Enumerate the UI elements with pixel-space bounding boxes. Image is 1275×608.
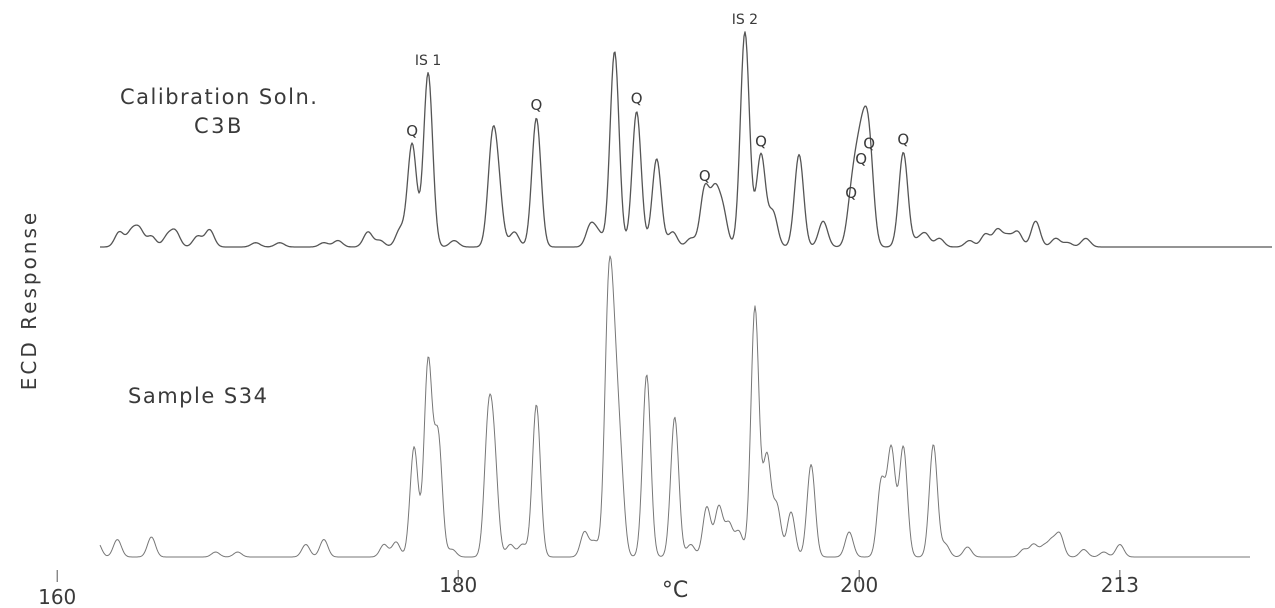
x-tick-label: 160	[38, 585, 76, 608]
q-peak-marker: Q	[863, 135, 875, 153]
internal-standard-label: IS 2	[732, 12, 758, 28]
internal-standard-label: IS 1	[415, 53, 441, 69]
calibration-label-line-2: C3B	[194, 114, 244, 138]
q-peak-marker: Q	[855, 150, 867, 168]
q-peak-marker: Q	[406, 122, 418, 140]
calibration-label-line-1: Calibration Soln.	[120, 85, 318, 109]
q-peak-marker: Q	[755, 133, 767, 151]
q-peak-marker: Q	[530, 96, 542, 114]
q-peak-marker: Q	[631, 90, 643, 108]
x-tick-label: 200	[840, 573, 878, 597]
sample-trace-line	[99, 255, 1250, 558]
calibration-trace-line	[100, 31, 1272, 248]
y-axis-label: ECD Response	[17, 210, 41, 390]
sample-label: Sample S34	[128, 384, 268, 408]
q-peak-marker: Q	[897, 130, 909, 148]
x-axis: 160 180 200 213	[38, 570, 1139, 608]
x-tick-label: 213	[1101, 573, 1139, 597]
x-axis-unit-label: °C	[662, 578, 688, 603]
q-peak-marker: Q	[845, 184, 857, 202]
sample-trace-group: Sample S34	[99, 255, 1250, 558]
q-peak-marker: Q	[699, 167, 711, 185]
x-tick-label: 180	[439, 573, 477, 597]
